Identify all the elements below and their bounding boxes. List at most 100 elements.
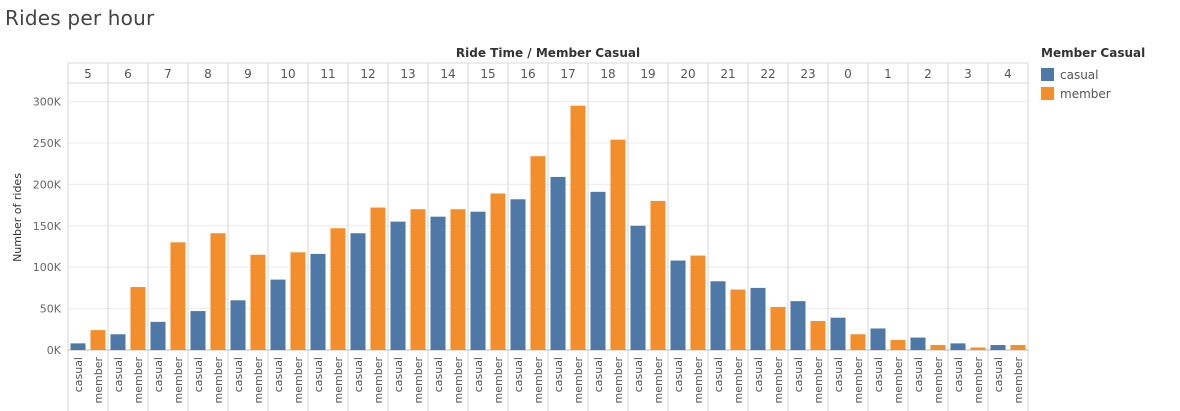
- x-category-label: member: [812, 357, 825, 404]
- bar-casual-hour-22: [750, 287, 766, 350]
- bar-casual-hour-12: [350, 233, 366, 350]
- x-category-label: member: [212, 357, 225, 404]
- bar-member-hour-0: [850, 334, 866, 350]
- hour-label: 10: [280, 67, 295, 81]
- bar-member-hour-20: [690, 255, 706, 350]
- x-category-label: casual: [512, 357, 525, 392]
- bar-member-hour-8: [210, 233, 226, 350]
- x-category-label: casual: [272, 357, 285, 392]
- bar-casual-hour-19: [630, 225, 646, 350]
- y-tick-label: 100K: [33, 261, 62, 274]
- x-category-label: casual: [712, 357, 725, 392]
- bar-casual-hour-7: [150, 321, 166, 350]
- hour-label: 0: [844, 67, 852, 81]
- page-title: Rides per hour: [5, 6, 155, 30]
- legend-swatch-casual: [1041, 68, 1054, 81]
- bar-member-hour-3: [970, 347, 986, 350]
- hour-label: 15: [480, 67, 495, 81]
- y-tick-label: 50K: [40, 303, 62, 316]
- bar-casual-hour-10: [270, 279, 286, 350]
- x-category-label: member: [972, 357, 985, 404]
- x-category-label: member: [772, 357, 785, 404]
- x-category-label: casual: [112, 357, 125, 392]
- bar-member-hour-9: [250, 254, 266, 350]
- hour-label: 17: [560, 67, 575, 81]
- y-tick-label: 0K: [47, 344, 62, 357]
- hour-label: 9: [244, 67, 252, 81]
- x-category-label: casual: [312, 357, 325, 392]
- hour-label: 4: [1004, 67, 1012, 81]
- x-category-label: casual: [552, 357, 565, 392]
- x-category-label: member: [732, 357, 745, 404]
- x-category-label: member: [1012, 357, 1025, 404]
- x-category-label: casual: [992, 357, 1005, 392]
- hour-label: 7: [164, 67, 172, 81]
- x-category-label: member: [372, 357, 385, 404]
- bar-member-hour-2: [930, 345, 946, 350]
- x-category-label: member: [892, 357, 905, 404]
- x-category-label: casual: [352, 357, 365, 392]
- legend: Member Casual casual member: [1041, 46, 1145, 103]
- hour-label: 13: [400, 67, 415, 81]
- x-category-label: member: [412, 357, 425, 404]
- hour-label: 14: [440, 67, 455, 81]
- bar-member-hour-5: [90, 330, 106, 350]
- legend-item-member[interactable]: member: [1041, 84, 1145, 103]
- hour-label: 18: [600, 67, 615, 81]
- x-category-label: casual: [472, 357, 485, 392]
- x-category-label: member: [292, 357, 305, 404]
- bar-casual-hour-13: [390, 221, 406, 350]
- bar-casual-hour-21: [710, 281, 726, 350]
- x-category-label: member: [692, 357, 705, 404]
- x-category-label: casual: [872, 357, 885, 392]
- x-category-label: member: [172, 357, 185, 404]
- x-category-label: casual: [672, 357, 685, 392]
- legend-item-casual[interactable]: casual: [1041, 65, 1145, 84]
- column-header-title: Ride Time / Member Casual: [456, 46, 640, 60]
- hour-label: 3: [964, 67, 972, 81]
- x-category-label: casual: [192, 357, 205, 392]
- x-category-label: casual: [632, 357, 645, 392]
- x-category-label: casual: [232, 357, 245, 392]
- x-category-label: casual: [912, 357, 925, 392]
- bar-member-hour-18: [610, 139, 626, 350]
- bar-member-hour-6: [130, 287, 146, 350]
- bar-casual-hour-6: [110, 334, 126, 350]
- bar-casual-hour-8: [190, 311, 206, 350]
- x-category-label: member: [932, 357, 945, 404]
- bar-casual-hour-16: [510, 199, 526, 350]
- bar-casual-hour-14: [430, 216, 446, 350]
- x-category-label: casual: [752, 357, 765, 392]
- x-category-label: member: [532, 357, 545, 404]
- x-category-label: member: [492, 357, 505, 404]
- bar-member-hour-16: [530, 156, 546, 350]
- bar-casual-hour-20: [670, 260, 686, 350]
- x-category-label: member: [252, 357, 265, 404]
- hour-label: 22: [760, 67, 775, 81]
- legend-label-casual: casual: [1060, 67, 1099, 82]
- bar-member-hour-22: [770, 306, 786, 350]
- bar-casual-hour-23: [790, 301, 806, 350]
- bar-casual-hour-15: [470, 211, 486, 350]
- y-tick-label: 200K: [33, 178, 62, 191]
- y-tick-label: 250K: [33, 137, 62, 150]
- x-category-label: casual: [432, 357, 445, 392]
- bar-member-hour-17: [570, 105, 586, 350]
- x-category-label: member: [652, 357, 665, 404]
- x-category-label: member: [92, 357, 105, 404]
- bar-member-hour-11: [330, 228, 346, 350]
- x-category-label: casual: [592, 357, 605, 392]
- hour-label: 21: [720, 67, 735, 81]
- bar-member-hour-1: [890, 340, 906, 350]
- hour-label: 6: [124, 67, 132, 81]
- bar-casual-hour-5: [70, 343, 86, 350]
- bar-member-hour-10: [290, 252, 306, 350]
- bar-member-hour-15: [490, 193, 506, 350]
- legend-label-member: member: [1060, 86, 1111, 101]
- hour-label: 2: [924, 67, 932, 81]
- hour-label: 5: [84, 67, 92, 81]
- bar-casual-hour-11: [310, 253, 326, 350]
- hour-label: 1: [884, 67, 892, 81]
- bar-casual-hour-2: [910, 337, 926, 350]
- hour-label: 11: [320, 67, 335, 81]
